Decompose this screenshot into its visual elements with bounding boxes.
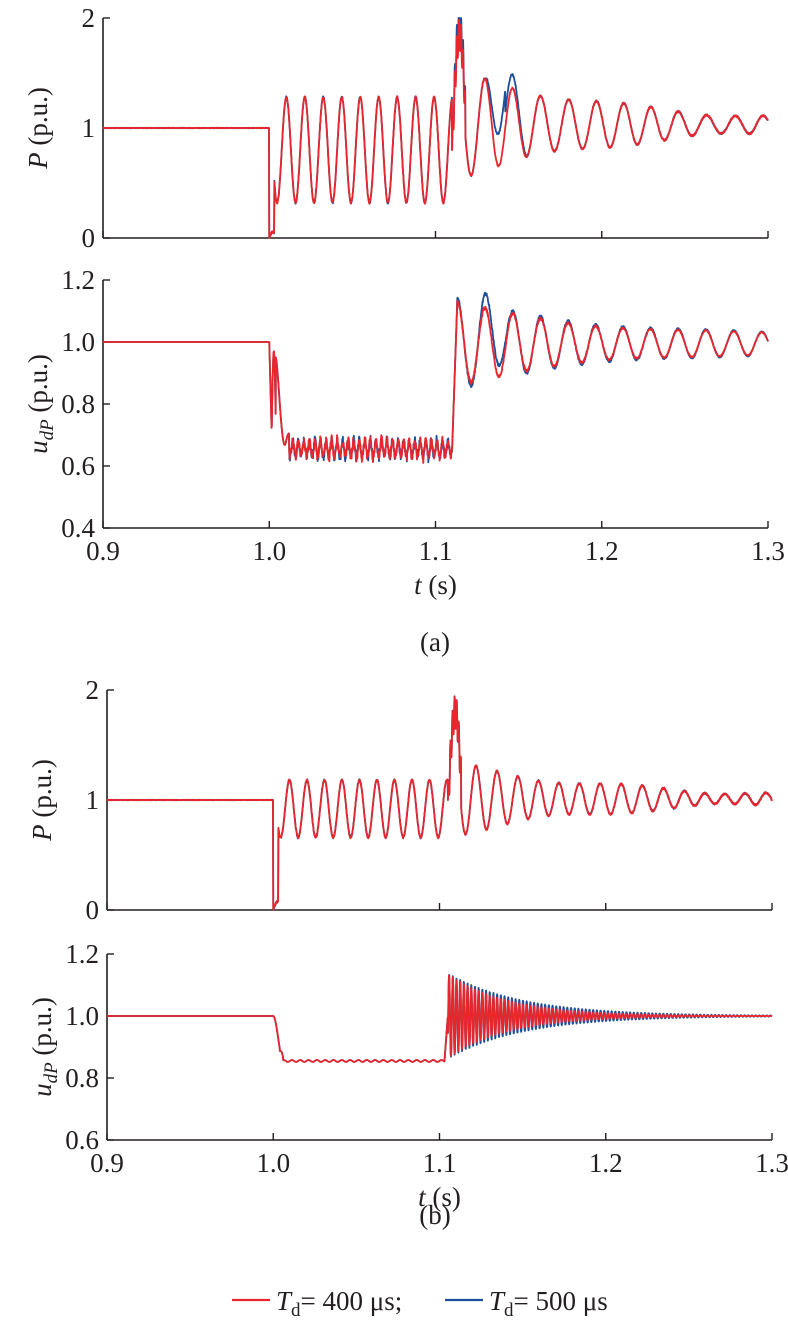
series-line-red	[102, 300, 769, 464]
y-tick-label: 0.4	[61, 513, 95, 543]
legend-entry-blue: Td= 500 μs	[489, 1286, 608, 1321]
chart-a-top: 0 1 2 P (p.u.)	[23, 3, 769, 253]
y-tick-label: 1	[82, 113, 96, 143]
chart-a-bottom: 0.4 0.6 0.8 1.0 1.2 0.9 1.0 1.1 1.2 1.3 udP (p.u.)…	[23, 265, 785, 600]
y-axis-label: udP (p.u.)	[27, 997, 62, 1097]
y-tick-label: 2	[82, 3, 96, 33]
y-tick-label: 1	[86, 785, 100, 815]
y-tick-label: 1.0	[61, 327, 95, 357]
series-line-red	[106, 974, 773, 1063]
series-line-red	[102, 18, 769, 239]
series-line-blue	[106, 695, 773, 911]
series-line-red	[106, 695, 773, 911]
x-tick-label: 1.0	[256, 1148, 290, 1178]
charts-layer: 0 1 2 P (p.u.) 0.4 0.6 0.8 1.0 1.2 0.9 1.0 1.1 1.2 1.…	[23, 3, 788, 1212]
y-axis-label: udP (p.u.)	[23, 354, 58, 454]
x-tick-label: 0.9	[90, 1148, 124, 1178]
x-tick-label: 1.1	[419, 536, 453, 566]
series-line-blue	[102, 291, 769, 464]
y-tick-label: 0.8	[65, 1063, 99, 1093]
y-axis-label: P (p.u.)	[23, 87, 53, 170]
legend-entry-red: Td= 400 μs;	[276, 1286, 402, 1321]
chart-b-bottom: 0.6 0.8 1.0 1.2 0.9 1.0 1.1 1.2 1.3 udP (p.u.) t (…	[27, 939, 788, 1212]
y-axis-label: P (p.u.)	[27, 759, 57, 842]
x-tick-label: 1.3	[751, 536, 785, 566]
x-tick-label: 1.3	[755, 1148, 788, 1178]
x-axis-label: t (s)	[414, 570, 457, 600]
legend: Td= 400 μs; Td= 500 μs	[232, 1286, 608, 1321]
y-tick-label: 2	[86, 675, 100, 705]
x-tick-label: 1.1	[423, 1148, 457, 1178]
x-axis-label: t (s)	[418, 1182, 461, 1212]
y-tick-label: 0	[86, 895, 100, 925]
x-tick-label: 1.2	[589, 1148, 623, 1178]
x-tick-label: 1.2	[585, 536, 619, 566]
y-tick-label: 0.6	[65, 1125, 99, 1155]
y-tick-label: 0.6	[61, 451, 95, 481]
panel-label-a: (a)	[420, 627, 450, 657]
x-tick-label: 0.9	[86, 536, 120, 566]
y-tick-label: 1.2	[61, 265, 95, 295]
x-tick-label: 1.0	[252, 536, 286, 566]
y-tick-label: 1.2	[65, 939, 99, 969]
series-line-blue	[106, 974, 773, 1063]
y-tick-label: 1.0	[65, 1001, 99, 1031]
panel-label-b: (b)	[419, 1200, 450, 1230]
y-tick-label: 0	[82, 223, 96, 253]
y-tick-label: 0.8	[61, 389, 95, 419]
chart-b-top: 0 1 2 P (p.u.)	[27, 675, 773, 925]
